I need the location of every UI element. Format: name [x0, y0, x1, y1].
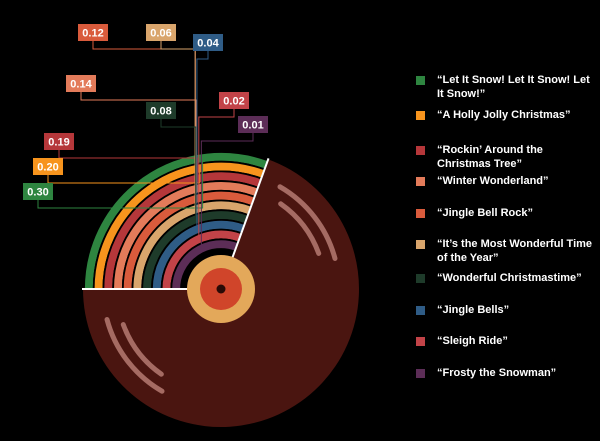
value-label-box	[238, 116, 268, 133]
legend-swatch	[416, 209, 425, 218]
legend-swatch	[416, 177, 425, 186]
value-label-text: 0.06	[150, 28, 171, 40]
legend-swatch	[416, 274, 425, 283]
legend-label: “Rockin’ Around the Christmas Tree”	[437, 144, 543, 170]
legend-label: “Jingle Bell Rock”	[437, 207, 533, 219]
record-center-label	[187, 255, 255, 323]
legend-swatch	[416, 240, 425, 249]
leader-line-1	[37, 158, 204, 209]
legend-item: “Winter Wonderland”	[416, 174, 596, 188]
value-label-box	[193, 34, 223, 51]
value-label-3: 0.19	[44, 133, 74, 150]
value-label-box	[44, 133, 74, 150]
value-label-box	[33, 158, 63, 175]
legend-item: “Jingle Bells”	[416, 303, 596, 317]
legend-swatch	[416, 306, 425, 315]
legend-item: “Sleigh Ride”	[416, 334, 596, 348]
legend-label: “It’s the Most Wonderful Time of the Yea…	[437, 238, 593, 264]
value-label-box	[66, 75, 96, 92]
leader-line-6	[160, 41, 196, 210]
leader-line-9	[198, 109, 235, 240]
value-label-text: 0.19	[48, 137, 69, 149]
value-label-text: 0.08	[150, 106, 171, 118]
legend-item: “It’s the Most Wonderful Time of the Yea…	[416, 237, 596, 265]
legend-item: “Frosty the Snowman”	[416, 366, 596, 380]
leader-line-2	[47, 168, 201, 184]
spindle-hole	[216, 284, 226, 294]
value-label-text: 0.02	[223, 96, 244, 108]
value-label-text: 0.14	[70, 79, 92, 91]
legend-label: “Sleigh Ride”	[437, 335, 508, 347]
legend-item: “Jingle Bell Rock”	[416, 206, 596, 220]
value-label-box	[23, 183, 53, 200]
legend-label: “Frosty the Snowman”	[437, 367, 557, 379]
value-label-text: 0.12	[82, 28, 103, 40]
value-label-text: 0.01	[242, 120, 263, 132]
leader-line-10	[200, 133, 254, 249]
legend-swatch	[416, 111, 425, 120]
value-labels: 0.30 0.20 0.19 0.14 0.12 0.06 0.08 0.04 0.02 0.01	[23, 24, 268, 200]
legend-item: “Wonderful Christmastime”	[416, 271, 596, 285]
legend-swatch	[416, 369, 425, 378]
value-label-7: 0.08	[146, 102, 176, 119]
value-label-box	[78, 24, 108, 41]
value-label-9: 0.02	[219, 92, 249, 109]
value-label-text: 0.30	[27, 187, 48, 199]
legend-swatch	[416, 76, 425, 85]
record-groove	[104, 317, 165, 394]
record-groove	[120, 322, 164, 377]
legend-item: “Let It Snow! Let It Snow! Let It Snow!”	[416, 73, 596, 101]
value-label-box	[146, 102, 176, 119]
radial-bars	[82, 151, 270, 290]
value-label-text: 0.20	[37, 162, 58, 174]
legend-label: “Winter Wonderland”	[437, 175, 549, 187]
value-label-10: 0.01	[238, 116, 268, 133]
legend-label: “Wonderful Christmastime”	[437, 272, 582, 284]
leader-line-7	[160, 119, 197, 220]
value-label-1: 0.30	[23, 183, 53, 200]
value-label-box	[219, 92, 249, 109]
legend-item: “Rockin’ Around the Christmas Tree”	[416, 143, 596, 171]
record-groove	[277, 184, 338, 261]
legend-swatch	[416, 337, 425, 346]
leader-line-8	[196, 51, 209, 230]
leader-line-3	[58, 150, 199, 179]
legend-label: “Let It Snow! Let It Snow! Let It Snow!”	[437, 74, 590, 100]
value-label-4: 0.14	[66, 75, 96, 92]
record-groove	[278, 201, 322, 256]
value-label-2: 0.20	[33, 158, 63, 175]
value-label-5: 0.12	[78, 24, 108, 41]
value-label-8: 0.04	[193, 34, 223, 51]
value-label-box	[146, 24, 176, 41]
legend-item: “A Holly Jolly Christmas”	[416, 108, 596, 122]
legend-label: “Jingle Bells”	[437, 304, 510, 316]
legend-label: “A Holly Jolly Christmas”	[437, 109, 571, 121]
leader-lines	[37, 41, 254, 249]
legend-swatch	[416, 146, 425, 155]
value-label-6: 0.06	[146, 24, 176, 41]
value-label-text: 0.04	[197, 38, 219, 50]
